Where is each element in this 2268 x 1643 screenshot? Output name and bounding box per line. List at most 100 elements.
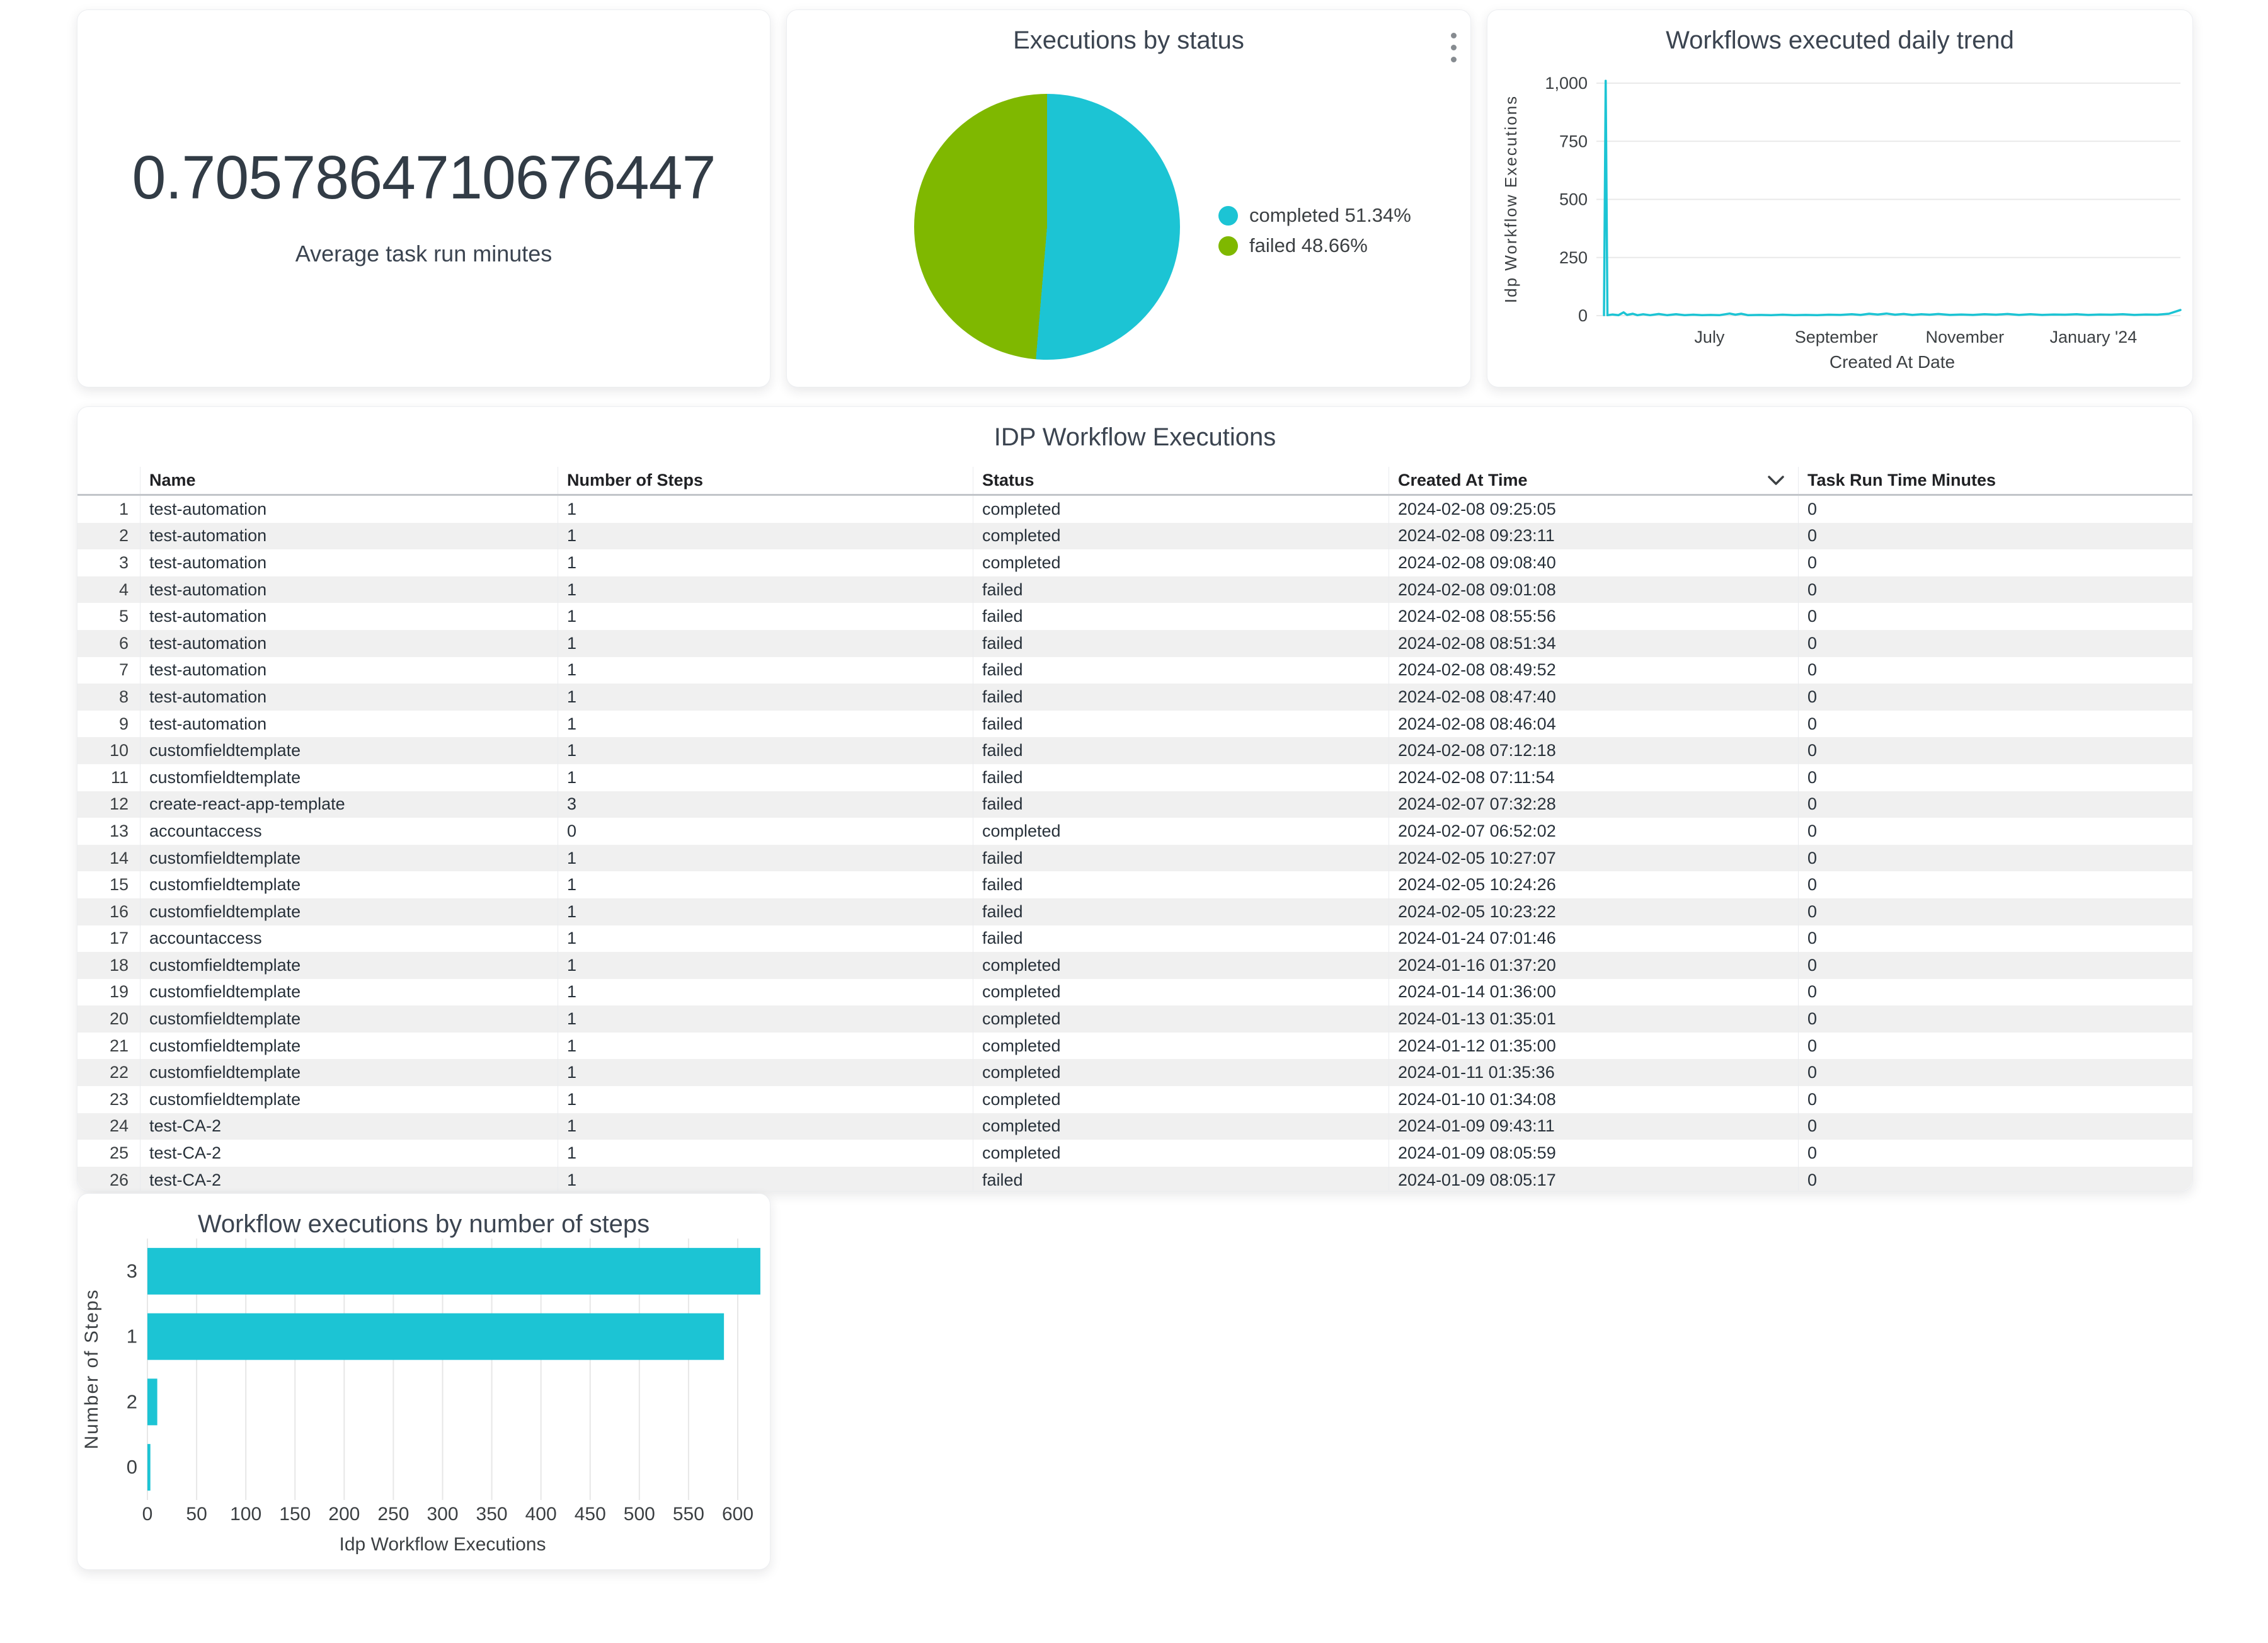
cell-status: failed bbox=[973, 656, 1389, 684]
cell-created-at-time: 2024-02-05 10:27:07 bbox=[1389, 844, 1799, 872]
line-chart[interactable]: 0 250 500 750 1,000 July September November Janu… bbox=[1487, 10, 2192, 387]
cell-rownum: 24 bbox=[77, 1113, 140, 1140]
cell-number-of-steps: 1 bbox=[558, 549, 973, 576]
bar-steps-1[interactable] bbox=[147, 1313, 724, 1360]
cell-name: customfieldtemplate bbox=[140, 1005, 558, 1033]
x-tick-label: 450 bbox=[575, 1504, 606, 1525]
pie-chart[interactable] bbox=[914, 94, 1180, 360]
cell-number-of-steps: 1 bbox=[558, 656, 973, 684]
table-title: IDP Workflow Executions bbox=[994, 423, 1276, 451]
cell-name: customfieldtemplate bbox=[140, 898, 558, 925]
cell-created-at-time: 2024-01-13 01:35:01 bbox=[1389, 1005, 1799, 1033]
cell-status: failed bbox=[973, 603, 1389, 630]
cell-created-at-time: 2024-02-08 08:47:40 bbox=[1389, 684, 1799, 711]
legend-label: failed 48.66% bbox=[1249, 234, 1368, 256]
cell-task-run-time-minutes: 0 bbox=[1807, 741, 1818, 760]
cell-name: test-CA-2 bbox=[140, 1166, 558, 1191]
bar-chart[interactable]: 0 50 100 150 200 250 300 350 400 450 500 550 600 3 1 2 0… bbox=[77, 1194, 770, 1569]
column-header-task-run-time-minutes[interactable]: Task Run Time Minutes bbox=[1799, 467, 2194, 494]
column-header-created-at-time[interactable]: Created At Time bbox=[1389, 467, 1799, 494]
chevron-down-icon bbox=[1767, 474, 1789, 487]
x-tick-label: 550 bbox=[673, 1504, 704, 1525]
table-row: 5 test-automation 1 failed 2024-02-08 08:55:… bbox=[77, 603, 2192, 630]
bar-steps-0[interactable] bbox=[147, 1444, 151, 1491]
card-daily-trend: Workflows executed daily trend 0 250 500 75… bbox=[1487, 9, 2193, 387]
column-header-number-of-steps[interactable]: Number of Steps bbox=[558, 467, 973, 494]
bar-steps-3[interactable] bbox=[147, 1247, 760, 1295]
trend-line bbox=[1603, 79, 2182, 317]
legend-item-failed[interactable]: failed 48.66% bbox=[1218, 234, 1411, 257]
cell-number-of-steps: 1 bbox=[558, 737, 973, 764]
cell-task-run-time-minutes: 0 bbox=[1807, 526, 1818, 546]
cell-rownum: 4 bbox=[77, 576, 140, 604]
column-header-label: Task Run Time Minutes bbox=[1807, 471, 1996, 489]
column-header-label: Name bbox=[149, 471, 196, 489]
table-row: 23 customfieldtemplate 1 completed 2024-01-1… bbox=[77, 1086, 2192, 1113]
cell-name: test-automation bbox=[140, 684, 558, 711]
x-tick-label: 500 bbox=[624, 1504, 655, 1525]
cell-task-run-time-minutes: 0 bbox=[1807, 1036, 1818, 1055]
legend-item-completed[interactable]: completed 51.34% bbox=[1218, 204, 1411, 227]
cell-task-run-time-minutes: 0 bbox=[1807, 580, 1818, 599]
cell-name: customfieldtemplate bbox=[140, 952, 558, 979]
column-header-label: Status bbox=[982, 471, 1034, 489]
gridlines bbox=[1596, 83, 2180, 316]
cell-task-run-time-minutes: 0 bbox=[1807, 794, 1818, 814]
cell-number-of-steps: 1 bbox=[558, 1113, 973, 1140]
cell-rownum: 2 bbox=[77, 522, 140, 550]
cell-task-run-time-minutes: 0 bbox=[1807, 1009, 1818, 1029]
cell-created-at-time: 2024-02-08 09:23:11 bbox=[1389, 522, 1799, 550]
x-tick-label: 350 bbox=[476, 1504, 508, 1525]
kebab-menu-icon[interactable] bbox=[1446, 28, 1462, 67]
cell-status: failed bbox=[973, 764, 1389, 791]
cell-rownum: 22 bbox=[77, 1059, 140, 1087]
cell-created-at-time: 2024-02-08 08:51:34 bbox=[1389, 629, 1799, 657]
cell-status: failed bbox=[973, 791, 1389, 818]
table-row: 10 customfieldtemplate 1 failed 2024-02-08 0… bbox=[77, 737, 2192, 764]
scorecard-value: 0.7057864710676447 bbox=[132, 143, 716, 212]
cell-status: failed bbox=[973, 576, 1389, 604]
bar-chart-title: Workflow executions by number of steps bbox=[197, 1210, 650, 1238]
line-chart-title: Workflows executed daily trend bbox=[1666, 26, 2014, 54]
y-category-label: 0 bbox=[127, 1456, 137, 1478]
y-category-label: 1 bbox=[127, 1325, 137, 1348]
cell-number-of-steps: 1 bbox=[558, 684, 973, 711]
column-header-status[interactable]: Status bbox=[973, 467, 1389, 494]
cell-number-of-steps: 1 bbox=[558, 1032, 973, 1060]
y-axis-title: Idp Workflow Executions bbox=[1501, 95, 1520, 303]
cell-name: test-automation bbox=[140, 710, 558, 738]
cell-task-run-time-minutes: 0 bbox=[1807, 552, 1818, 572]
cell-task-run-time-minutes: 0 bbox=[1807, 1063, 1818, 1082]
table-row: 12 create-react-app-template 3 failed 2024-0… bbox=[77, 791, 2192, 818]
cell-name: customfieldtemplate bbox=[140, 871, 558, 898]
cell-created-at-time: 2024-02-08 07:11:54 bbox=[1389, 764, 1799, 791]
table-row: 16 customfieldtemplate 1 failed 2024-02-05 1… bbox=[77, 898, 2192, 925]
cell-created-at-time: 2024-02-08 08:46:04 bbox=[1389, 710, 1799, 738]
cell-number-of-steps: 1 bbox=[558, 1166, 973, 1191]
cell-name: test-automation bbox=[140, 603, 558, 630]
pie-legend: completed 51.34% failed 48.66% bbox=[1218, 204, 1411, 257]
table-row: 1 test-automation 1 completed 2024-02-08 09:… bbox=[77, 496, 2192, 523]
cell-status: failed bbox=[973, 925, 1389, 953]
column-header-rownum bbox=[77, 467, 140, 494]
cell-number-of-steps: 1 bbox=[558, 496, 973, 523]
table-row: 3 test-automation 1 completed 2024-02-08 09:… bbox=[77, 549, 2192, 576]
y-axis-title: Number of Steps bbox=[81, 1288, 102, 1449]
cell-name: test-CA-2 bbox=[140, 1113, 558, 1140]
x-tick-label: 600 bbox=[722, 1504, 753, 1525]
column-header-name[interactable]: Name bbox=[140, 467, 558, 494]
cell-task-run-time-minutes: 0 bbox=[1807, 982, 1818, 1002]
y-tick-label: 0 bbox=[1578, 306, 1588, 325]
cell-created-at-time: 2024-02-08 09:08:40 bbox=[1389, 549, 1799, 576]
pie-chart-title: Executions by status bbox=[1013, 26, 1244, 54]
cell-created-at-time: 2024-01-11 01:35:36 bbox=[1389, 1059, 1799, 1087]
cell-status: failed bbox=[973, 629, 1389, 657]
card-average-task-run: 0.7057864710676447 Average task run minu… bbox=[77, 9, 770, 387]
cell-number-of-steps: 3 bbox=[558, 791, 973, 818]
table-row: 2 test-automation 1 completed 2024-02-08 09:… bbox=[77, 522, 2192, 550]
cell-name: customfieldtemplate bbox=[140, 1059, 558, 1087]
bar-steps-2[interactable] bbox=[147, 1378, 158, 1426]
y-tick-label: 750 bbox=[1559, 132, 1588, 151]
cell-created-at-time: 2024-01-09 08:05:59 bbox=[1389, 1140, 1799, 1167]
